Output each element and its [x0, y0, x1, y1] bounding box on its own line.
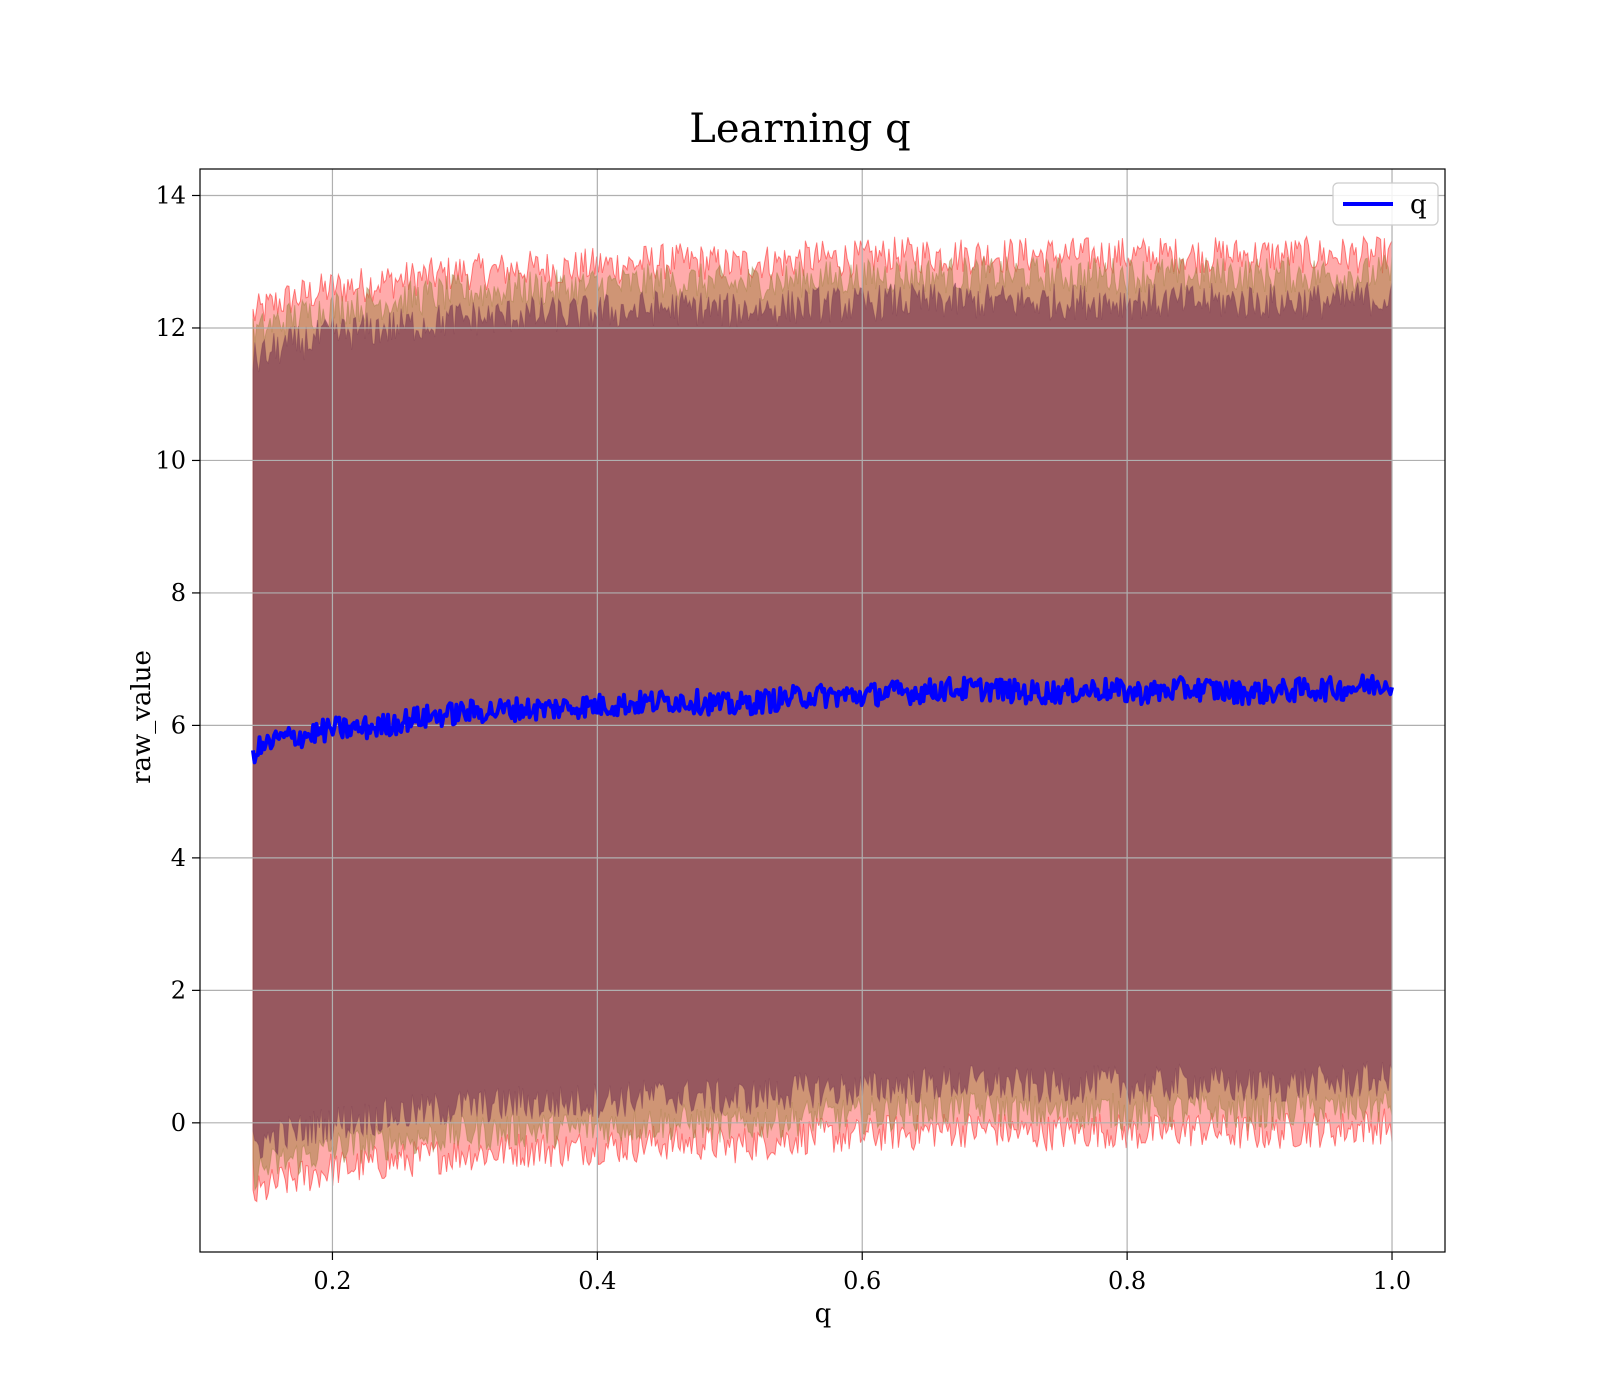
chart-title: Learning q [689, 106, 910, 152]
y-tick-label-6: 12 [155, 314, 186, 342]
series-line-q [251, 673, 1394, 765]
plot-area [199, 168, 1446, 1253]
y-tick-label-3: 6 [171, 711, 186, 739]
y-tick-label-4: 8 [171, 579, 186, 607]
x-tick-label-4: 1.0 [1373, 1267, 1411, 1295]
legend-label-q: q [1410, 190, 1427, 220]
series-lines [251, 673, 1394, 765]
plot-frame [199, 168, 1446, 1253]
x-tick-label-3: 0.8 [1108, 1267, 1146, 1295]
y-tick-label-7: 14 [155, 181, 186, 209]
legend: q [1332, 182, 1439, 226]
confidence-bands [252, 235, 1393, 1203]
y-axis-label: raw_value [127, 650, 157, 784]
y-tick-label-0: 0 [171, 1109, 186, 1137]
y-axis: 0 2 4 6 8 10 12 14 [155, 181, 200, 1137]
y-tick-label-1: 2 [171, 976, 186, 1004]
y-tick-label-2: 4 [171, 844, 186, 872]
y-tick-label-5: 10 [155, 446, 186, 474]
x-axis-label: q [815, 1299, 832, 1329]
x-tick-label-2: 0.6 [843, 1267, 881, 1295]
x-tick-label-0: 0.2 [313, 1267, 351, 1295]
x-axis: 0.2 0.4 0.6 0.8 1.0 [313, 1252, 1411, 1295]
grid [200, 169, 1445, 1252]
x-tick-label-1: 0.4 [578, 1267, 616, 1295]
